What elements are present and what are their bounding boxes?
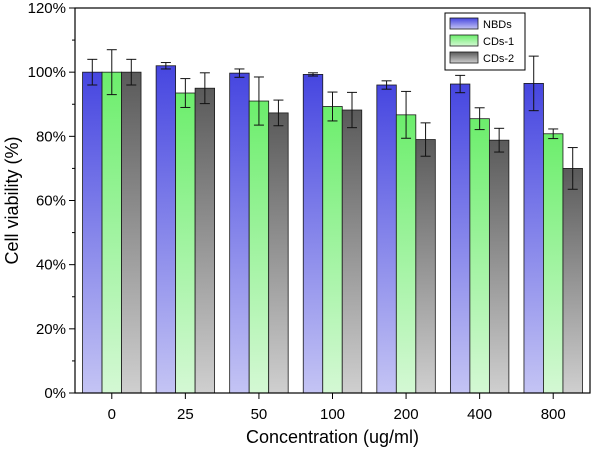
bar-nbds-50 [229,72,250,394]
bar-cds-1-50 [248,100,270,394]
error-bar-cds-1-400 [474,107,485,131]
y-tick-label: 120% [28,0,66,17]
x-axis-title: Concentration (ug/ml) [246,427,419,447]
bar-cds-1-0 [101,71,122,394]
x-tick-label-25: 25 [177,406,194,423]
error-bar-cds-1-25 [180,78,191,108]
error-bar-cds-1-800 [548,128,559,140]
error-bars-group [87,49,578,190]
error-bar-cds-2-0 [126,58,137,86]
error-bar-nbds-100 [308,72,318,77]
x-tick-label-400: 400 [467,406,492,423]
bar-cds-1-100 [322,106,343,394]
y-tick-label: 80% [36,128,66,145]
error-bar-cds-2-200 [420,122,431,157]
bar-cds-2-0 [121,71,142,394]
y-tick-label: 60% [36,193,66,210]
bar-cds-2-400 [488,139,510,394]
bar-cds-2-200 [415,139,436,394]
legend-item-cds-2: CDs-2 [449,51,514,65]
error-bar-cds-2-400 [494,127,505,153]
bar-cds-1-25 [175,92,196,394]
bar-cds-1-800 [543,133,564,394]
bar-nbds-400 [449,83,471,394]
bar-nbds-0 [82,71,103,394]
legend-swatch [449,34,479,47]
error-bar-nbds-50 [234,68,245,78]
y-tick-label: 0% [44,385,66,402]
x-tick-label-200: 200 [394,406,419,423]
error-bar-cds-1-50 [253,76,264,126]
bar-nbds-800 [523,82,544,394]
legend-label: NBDs [483,19,512,31]
bars-group [82,65,583,394]
x-tick-label-100: 100 [320,406,345,423]
legend-swatch [449,17,479,30]
bar-nbds-200 [376,84,397,394]
x-tick-label-50: 50 [251,406,268,423]
error-bar-cds-2-50 [273,99,284,127]
error-bar-nbds-800 [528,55,539,112]
error-bar-nbds-0 [87,58,98,86]
error-bar-cds-2-800 [567,147,578,190]
error-bar-nbds-200 [381,80,392,90]
bar-cds-1-200 [395,114,417,394]
x-tick-label-800: 800 [541,406,566,423]
legend-item-nbds: NBDs [449,17,512,31]
x-tick-label-0: 0 [108,406,116,423]
bar-cds-2-50 [268,112,289,394]
error-bar-cds-1-0 [106,49,117,96]
bar-cds-2-800 [562,168,583,394]
legend-label: CDs-2 [483,53,514,65]
bar-cds-2-100 [341,109,363,394]
y-tick-label: 20% [36,321,66,338]
legend-item-cds-1: CDs-1 [449,34,514,48]
error-bar-cds-2-100 [347,91,357,129]
legend-swatch [449,51,479,64]
bar-cds-2-25 [194,87,216,394]
error-bar-nbds-25 [160,62,171,70]
legend-label: CDs-1 [483,36,514,48]
bar-nbds-25 [155,65,177,394]
y-tick-label: 40% [36,257,66,274]
error-bar-cds-1-100 [327,91,338,122]
bar-nbds-100 [302,74,324,394]
error-bar-nbds-400 [455,74,466,94]
y-axis-title: Cell viability (%) [2,136,22,264]
error-bar-cds-1-200 [401,90,412,139]
bar-cds-1-400 [469,118,490,394]
y-tick-label: 100% [28,64,66,81]
axes-group: 0% 20% 40% 60% 80% 100% 120% 0 25 50 100 200 400 800 [28,0,566,423]
legend: NBDs CDs-1 CDs-2 [444,12,526,71]
error-bar-cds-2-25 [199,72,210,105]
